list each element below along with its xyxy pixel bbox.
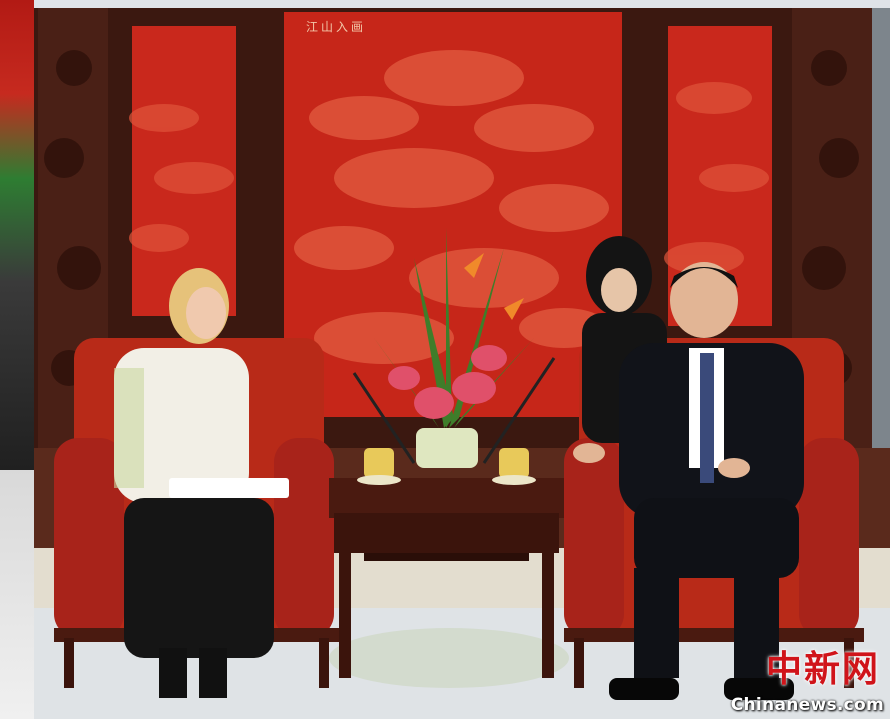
carpet-pattern: [329, 628, 569, 688]
photo-illustration: [34, 8, 890, 719]
meeting-photo: 江山入画 中新网 Chinanews.com: [34, 8, 890, 719]
adjacent-photo-strip: [0, 0, 34, 719]
adjacent-photo-fragment: [0, 0, 34, 470]
adjacent-photo-background: [0, 470, 34, 719]
screen-inscription: 江山入画: [306, 18, 366, 35]
watermark-site-name: Chinanews.com: [731, 695, 884, 715]
top-border: [0, 0, 890, 8]
watermark-logo-cn: 中新网: [766, 640, 880, 692]
